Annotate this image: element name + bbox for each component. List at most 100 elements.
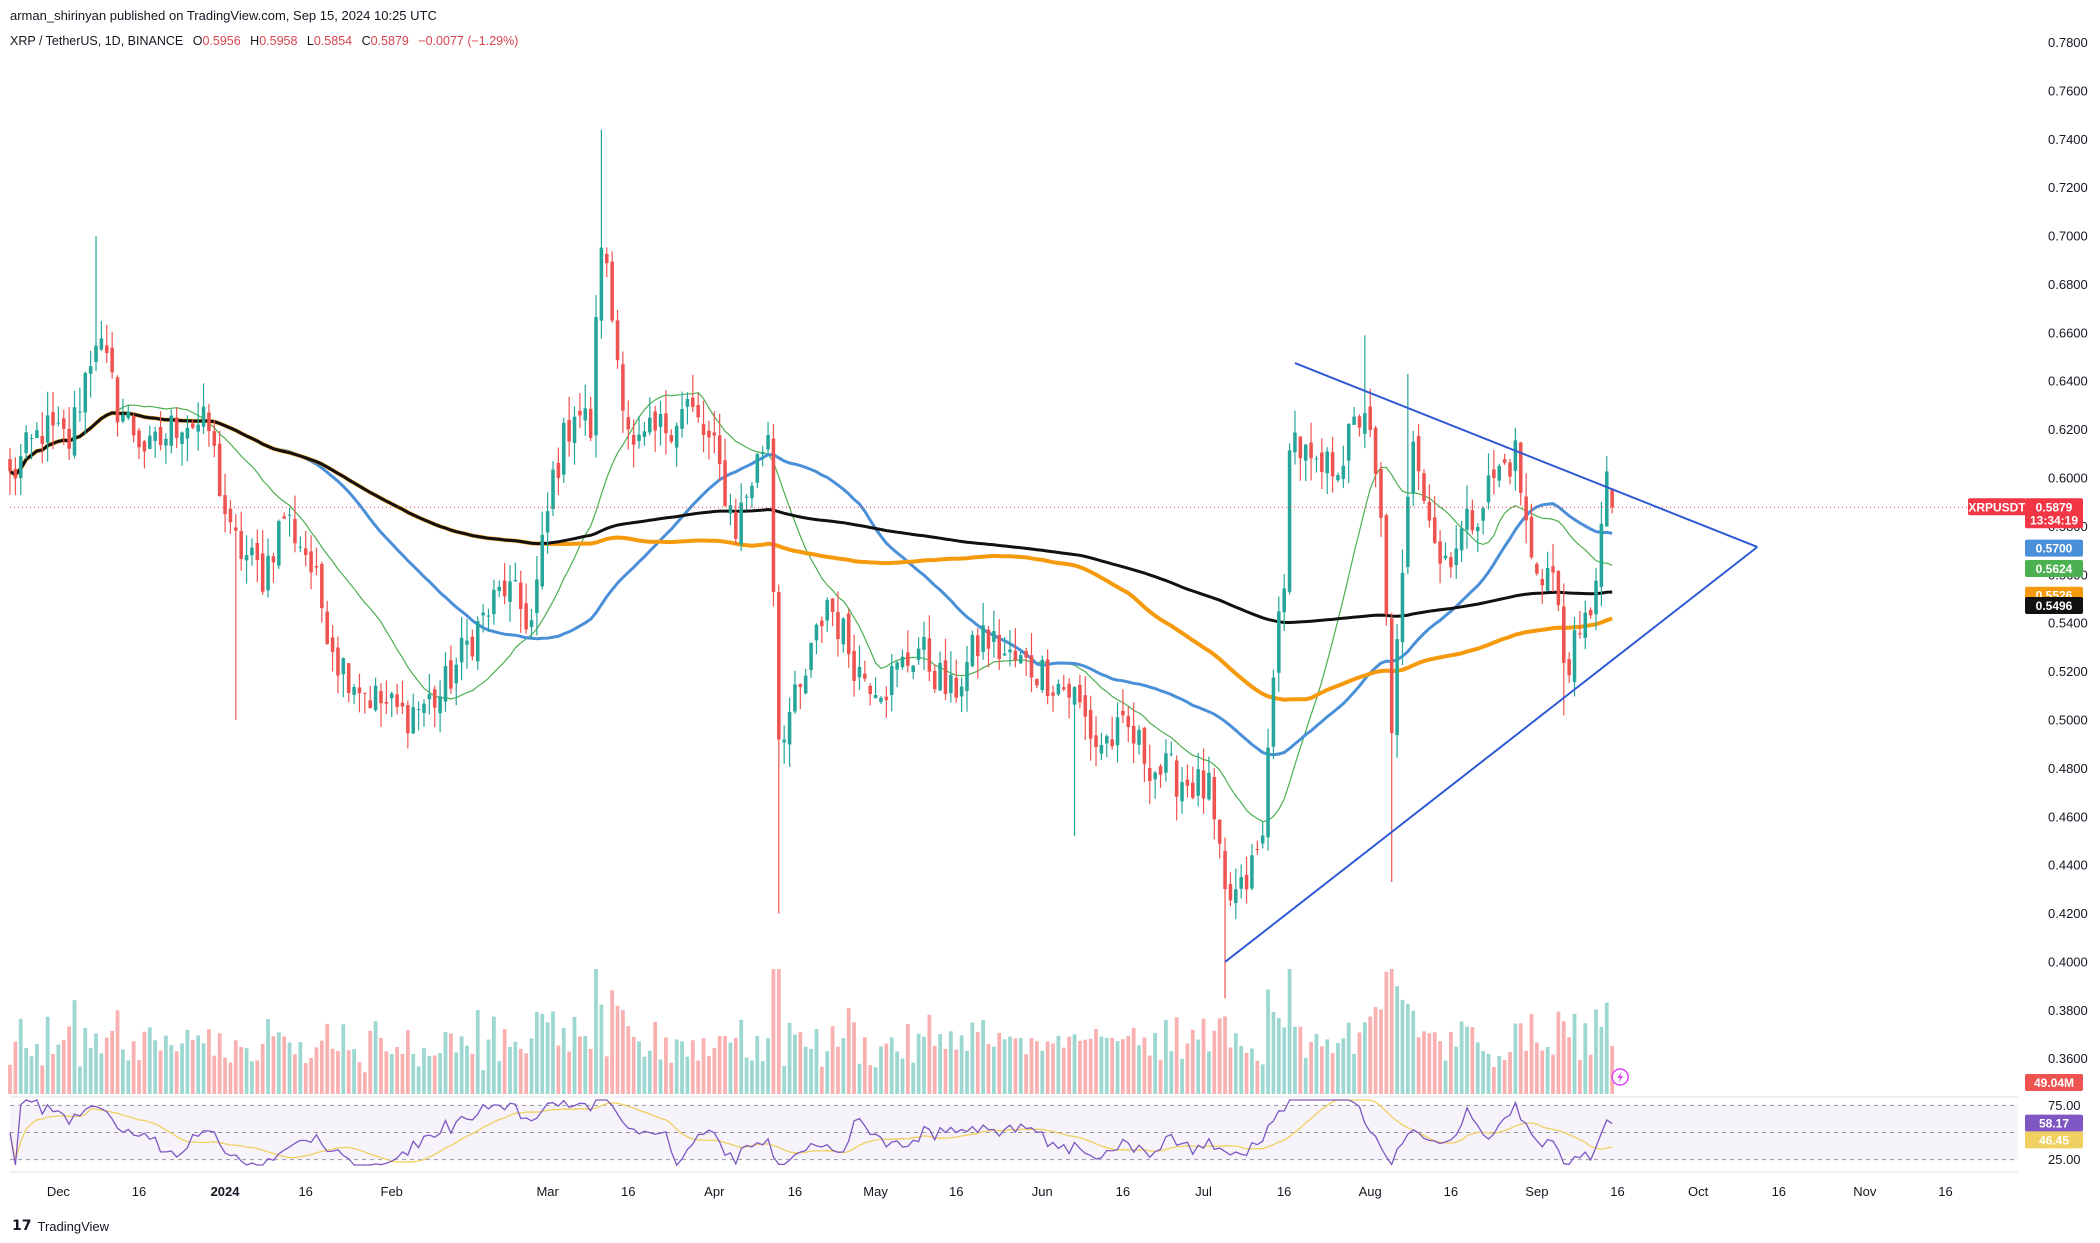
volume-bar <box>1432 1032 1437 1094</box>
volume-bar <box>1384 971 1389 1094</box>
rsi-pane[interactable]: 75.00 25.00 <box>9 1096 2081 1167</box>
volume-bar <box>1352 1053 1356 1094</box>
volume-bar <box>233 1040 238 1094</box>
volume-bar <box>943 1048 948 1094</box>
bar-countdown: 13:34:19 <box>2030 513 2078 527</box>
price-tick-label: 0.7000 <box>2048 229 2088 244</box>
volume-bar <box>750 1060 754 1094</box>
volume-bar <box>1185 1043 1190 1094</box>
volume-bar <box>1481 1051 1485 1094</box>
candle-body <box>303 548 308 555</box>
volume-bar <box>368 1030 373 1094</box>
candle-body <box>986 629 991 649</box>
candle-body <box>250 547 254 556</box>
candle-body <box>196 424 200 432</box>
symbol-name[interactable]: XRP / TetherUS, 1D, BINANCE <box>10 34 184 48</box>
rsi-line <box>9 1099 1613 1167</box>
candle-body <box>1169 753 1174 755</box>
candle-body <box>497 586 502 592</box>
volume-bar <box>1293 1026 1297 1094</box>
volume-bar <box>1137 1045 1141 1094</box>
time-tick-label: May <box>863 1184 888 1199</box>
candle-body <box>379 691 383 704</box>
candle-body <box>701 424 706 435</box>
volume-bar <box>862 1037 867 1094</box>
candle-body <box>1314 458 1319 460</box>
candle-body <box>513 579 518 582</box>
volume-bar <box>244 1048 249 1094</box>
candle-body <box>1191 782 1195 798</box>
candle-body <box>691 397 695 408</box>
volume-bar <box>615 1005 620 1094</box>
volume-bar <box>1228 1047 1233 1094</box>
candle-body <box>56 422 61 424</box>
volume-bar <box>1578 1059 1582 1094</box>
time-tick-label: 16 <box>1444 1184 1458 1199</box>
volume-bar <box>981 1020 985 1094</box>
time-axis[interactable]: Dec 16 2024 16 Feb Mar 16 Apr 16 May 16 Jun 16 Jul 16 A… <box>47 1184 1953 1199</box>
tradingview-brand[interactable]: 𝟭𝟳 TradingView <box>12 1218 109 1234</box>
volume-bar <box>1336 1042 1340 1094</box>
candle-body <box>443 665 448 702</box>
volume-bar <box>1121 1039 1125 1094</box>
volume-bar <box>282 1036 287 1094</box>
volume-bar <box>443 1032 448 1094</box>
volume-bar <box>1078 1040 1082 1094</box>
trendline-lower[interactable] <box>1224 546 1758 963</box>
volume-bar <box>1255 1060 1260 1094</box>
candle-body <box>787 712 792 745</box>
candle-body <box>1540 579 1545 586</box>
time-tick-label: Feb <box>381 1184 403 1199</box>
candle-body <box>728 505 733 514</box>
volume-bar <box>798 1032 803 1094</box>
volume-bar <box>1207 1051 1211 1094</box>
candle-body <box>40 435 45 444</box>
volume-bar <box>1594 1009 1598 1094</box>
candle-body <box>610 261 614 321</box>
volume-bar <box>309 1057 313 1094</box>
candle-body <box>508 581 512 602</box>
candle-body <box>239 531 243 559</box>
volume-bar <box>1599 1026 1604 1094</box>
candle-body <box>524 603 528 630</box>
rsi-value-tag: 58.17 <box>2025 1114 2083 1132</box>
volume-bar <box>1035 1041 1039 1094</box>
trendline-upper[interactable] <box>1294 362 1758 548</box>
publisher-line: arman_shirinyan published on TradingView… <box>10 8 437 23</box>
candle-body <box>99 338 104 350</box>
volume-bar <box>1180 1058 1184 1094</box>
volume-bar <box>486 1039 491 1094</box>
low-label: L <box>306 34 314 48</box>
candle-body <box>174 417 179 438</box>
volume-bar <box>610 990 615 1094</box>
price-axis[interactable]: 0.7800 0.7600 0.7400 0.7200 0.7000 0.6800 0.66… <box>2048 35 2088 1066</box>
volume-bar <box>260 1043 265 1094</box>
volume-bar <box>642 1056 647 1094</box>
volume-bar <box>384 1051 389 1094</box>
candle-body <box>680 409 684 429</box>
volume-bar <box>29 1056 34 1094</box>
alert-lightning-icon[interactable] <box>1611 1068 1629 1086</box>
candle-body <box>191 423 195 428</box>
volume-bar <box>1239 1045 1244 1094</box>
candle-body <box>1212 777 1217 820</box>
volume-bar <box>965 1050 969 1094</box>
volume-bar <box>1260 1064 1265 1094</box>
price-tick-label: 0.6600 <box>2048 325 2088 340</box>
volume-bar <box>190 1040 195 1094</box>
candle-body <box>803 675 808 694</box>
volume-bar <box>728 1042 733 1094</box>
candle-body <box>631 435 636 445</box>
candle-body <box>1266 747 1270 838</box>
candle-body <box>18 456 23 479</box>
price-tick-label: 0.6800 <box>2048 277 2088 292</box>
candle-body <box>1422 473 1426 501</box>
candle-body <box>1035 678 1039 686</box>
candle-body <box>1325 451 1329 474</box>
candle-body <box>72 407 77 456</box>
volume-bar <box>395 1046 399 1094</box>
candle-body <box>793 684 797 712</box>
volume-bar <box>578 1036 582 1094</box>
volume-bar <box>298 1042 303 1094</box>
